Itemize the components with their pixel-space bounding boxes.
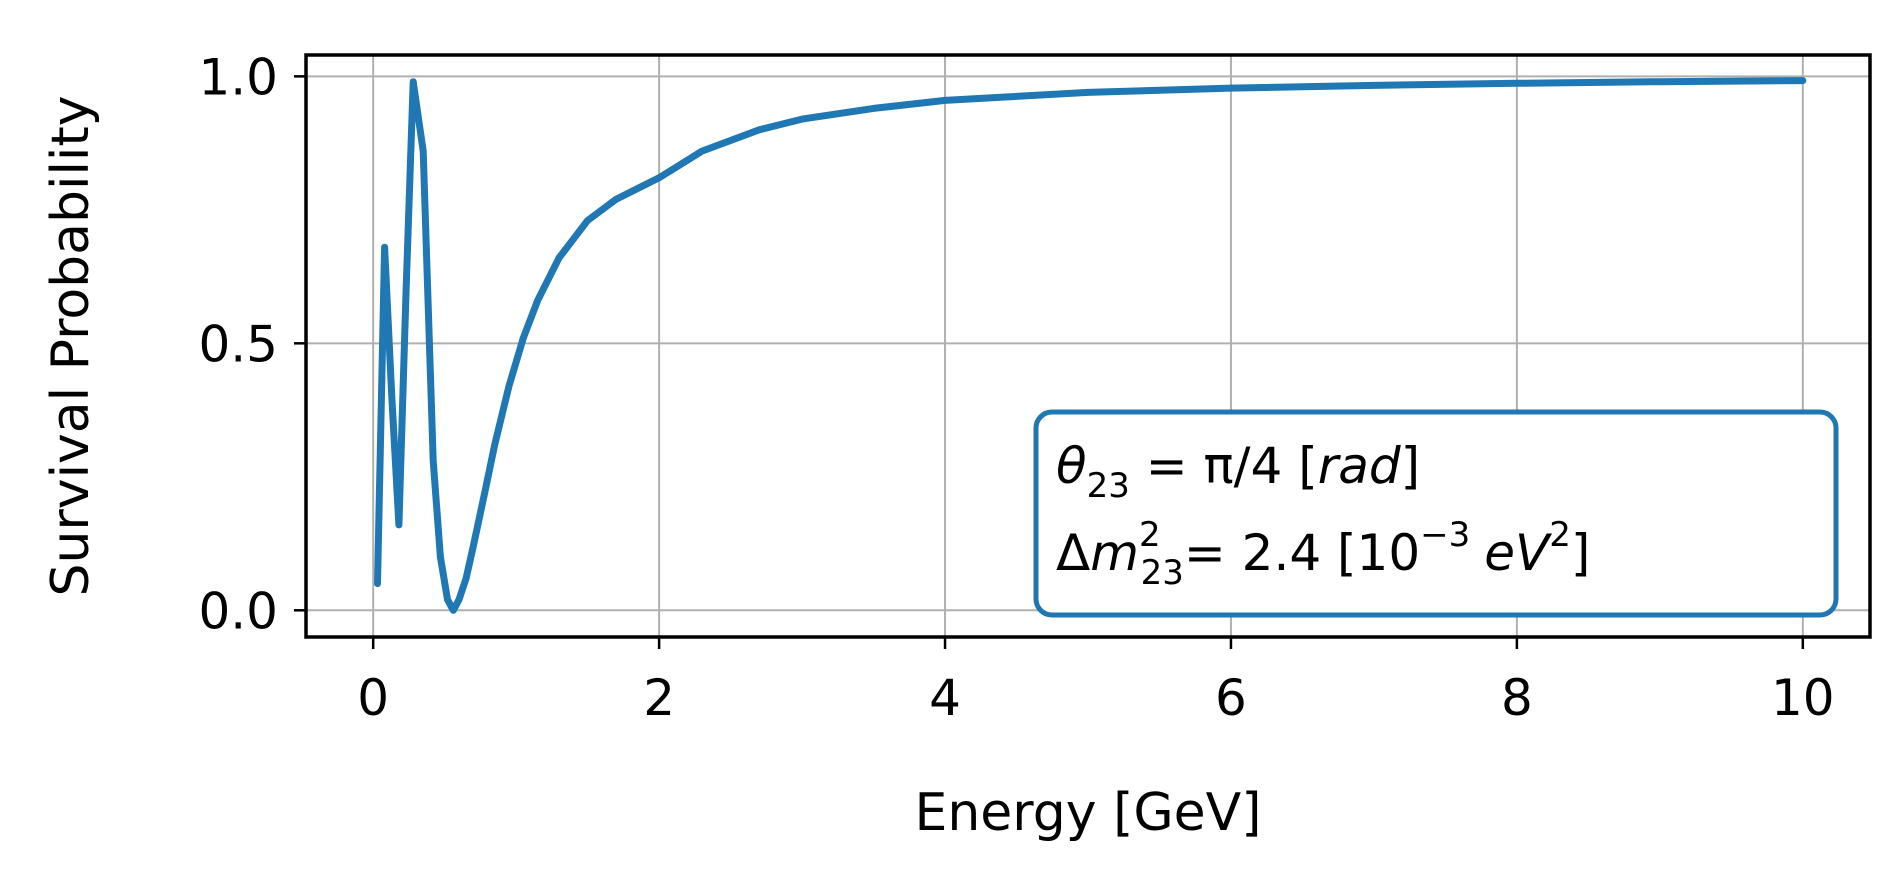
dm-exponent: −3 [1420,515,1470,555]
x-tick-label: 0 [357,669,389,727]
y-tick-label: 0.5 [198,315,278,373]
dm-value: = 2.4 [10 [1184,524,1420,582]
dm-unit-superscript: 2 [1549,515,1571,555]
annotation-frame [1033,409,1839,618]
theta-subscript: 23 [1087,466,1130,506]
ticks: 0 2 4 6 8 10 0.0 0.5 1.0 [198,48,1834,727]
theta-value: = π/4 [ [1130,437,1318,495]
dm-variable: m [1090,524,1139,582]
theta-unit: rad [1318,437,1401,495]
plot-frame [304,53,1872,639]
dm-symbol: Δ [1056,524,1090,582]
x-axis-title: Energy [GeV] [914,783,1261,843]
dm-superscript: 2 [1139,515,1161,555]
x-tick-label: 4 [929,669,961,727]
annotation-box: θ23 = π/4 [rad] Δm2 23= 2.4 [10−3 eV2] [1033,409,1839,618]
y-tick-label: 1.0 [198,48,278,106]
x-tick-label: 10 [1771,669,1835,727]
y-axis-title: Survival Probability [41,95,101,596]
y-tick-label: 0.0 [198,582,278,640]
x-tick-label: 2 [643,669,675,727]
x-tick-label: 8 [1501,669,1533,727]
theta-close: ] [1401,437,1421,495]
series-line [374,77,1807,614]
theta-symbol: θ [1056,437,1087,495]
theta-line: θ23 = π/4 [rad] [1056,437,1420,506]
dm-close: ] [1571,524,1591,582]
x-tick-label: 6 [1215,669,1247,727]
dm-unit: eV [1484,524,1553,582]
dm-subscript: 23 [1141,553,1184,593]
dm-line: Δm2 23= 2.4 [10−3 eV2] [1056,515,1590,593]
